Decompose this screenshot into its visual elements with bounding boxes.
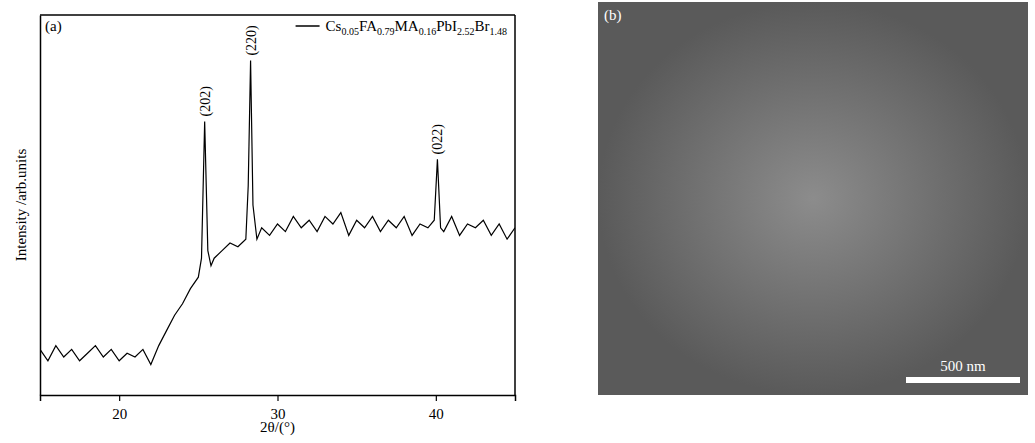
scale-bar-label: 500 nm — [940, 358, 986, 374]
frame-right — [514, 15, 516, 395]
sem-image — [598, 2, 1028, 395]
y-axis-title: Intensity /arb.units — [13, 149, 29, 262]
x-tick-mark — [119, 395, 120, 401]
data-line — [40, 61, 515, 365]
x-tick: 40 — [429, 395, 444, 422]
x-tick-label: 20 — [112, 406, 127, 422]
formula-part: Br — [475, 18, 490, 34]
peak-label: (022) — [430, 124, 446, 155]
subscript: 0.05 — [341, 26, 359, 37]
x-tick: 20 — [112, 395, 127, 422]
plot-area — [40, 61, 515, 365]
x-tick-mark — [277, 395, 278, 401]
formula-part: Cs — [326, 18, 342, 34]
y-axis — [40, 16, 41, 396]
formula-part: FA — [359, 18, 377, 34]
subscript: 0.79 — [377, 26, 395, 37]
panel-label: (b) — [604, 7, 622, 24]
subscript: 1.48 — [490, 26, 508, 37]
x-axis-title: 2θ/(°) — [260, 419, 295, 436]
formula-part: MA — [394, 18, 418, 34]
peak-label: (220) — [244, 25, 260, 56]
peak-label: (202) — [198, 86, 214, 117]
x-tick-label: 40 — [429, 406, 444, 422]
formula-part: PbI — [436, 18, 457, 34]
x-axis-line — [41, 396, 516, 402]
legend-label: Cs0.05FA0.79MA0.16PbI2.52Br1.48 — [326, 18, 507, 37]
x-tick: 30 — [271, 395, 286, 422]
scale-bar — [906, 377, 1020, 383]
panel-label: (a) — [45, 18, 62, 35]
x-axis: 20 30 40 — [41, 395, 516, 422]
subscript: 0.16 — [419, 26, 437, 37]
subscript: 2.52 — [457, 26, 475, 37]
legend-swatch — [296, 25, 320, 27]
y-axis-line — [40, 16, 42, 396]
legend: Cs0.05FA0.79MA0.16PbI2.52Br1.48 — [296, 18, 507, 37]
figure: 20 30 40 2θ/(°) Intensity /arb.units (202) (22… — [0, 0, 1035, 443]
frame-top — [40, 14, 515, 16]
x-tick-mark — [436, 395, 437, 401]
